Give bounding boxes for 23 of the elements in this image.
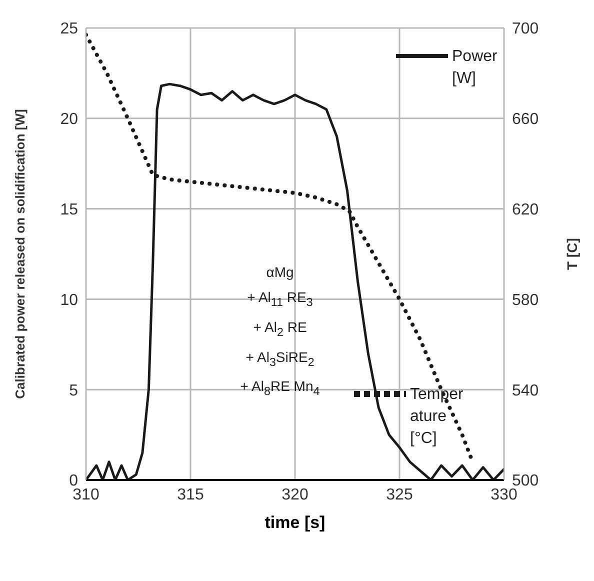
y-axis-title: Calibrated power released on solidification [W]: [12, 109, 28, 399]
y-tick-label: 20: [60, 111, 78, 128]
y-tick-label: 5: [69, 382, 78, 400]
x-axis-title: time [s]: [264, 513, 326, 532]
x-tick-label: 320: [282, 486, 308, 504]
y2-axis-title: T [C]: [564, 238, 580, 270]
annotation: + Al$_{8}$RE Mn$_{4}$: [239, 377, 321, 400]
y-tick-label: 10: [60, 292, 78, 309]
x-tick-label: 325: [386, 486, 413, 504]
legend-label: Power [W]: [452, 47, 498, 89]
annotation: αMg: [265, 263, 295, 282]
annotation: + Al$_{3}$SiRE$_{2}$: [244, 348, 316, 370]
annotation: + Al$_{11}$ RE$_{3}$: [246, 288, 314, 311]
annotation: + Al$_{2}$ RE: [252, 318, 308, 341]
y-tick-label: 15: [60, 201, 78, 218]
y2-tick-label: 700: [512, 20, 539, 38]
legend-label: Temperature [°C]: [410, 385, 464, 449]
y2-tick-label: 620: [512, 201, 539, 218]
y-tick-label: 25: [60, 20, 78, 38]
y2-tick-label: 540: [512, 382, 539, 400]
y2-tick-label: 580: [512, 292, 539, 309]
x-tick-label: 315: [177, 486, 204, 504]
y2-tick-label: 660: [512, 111, 539, 128]
